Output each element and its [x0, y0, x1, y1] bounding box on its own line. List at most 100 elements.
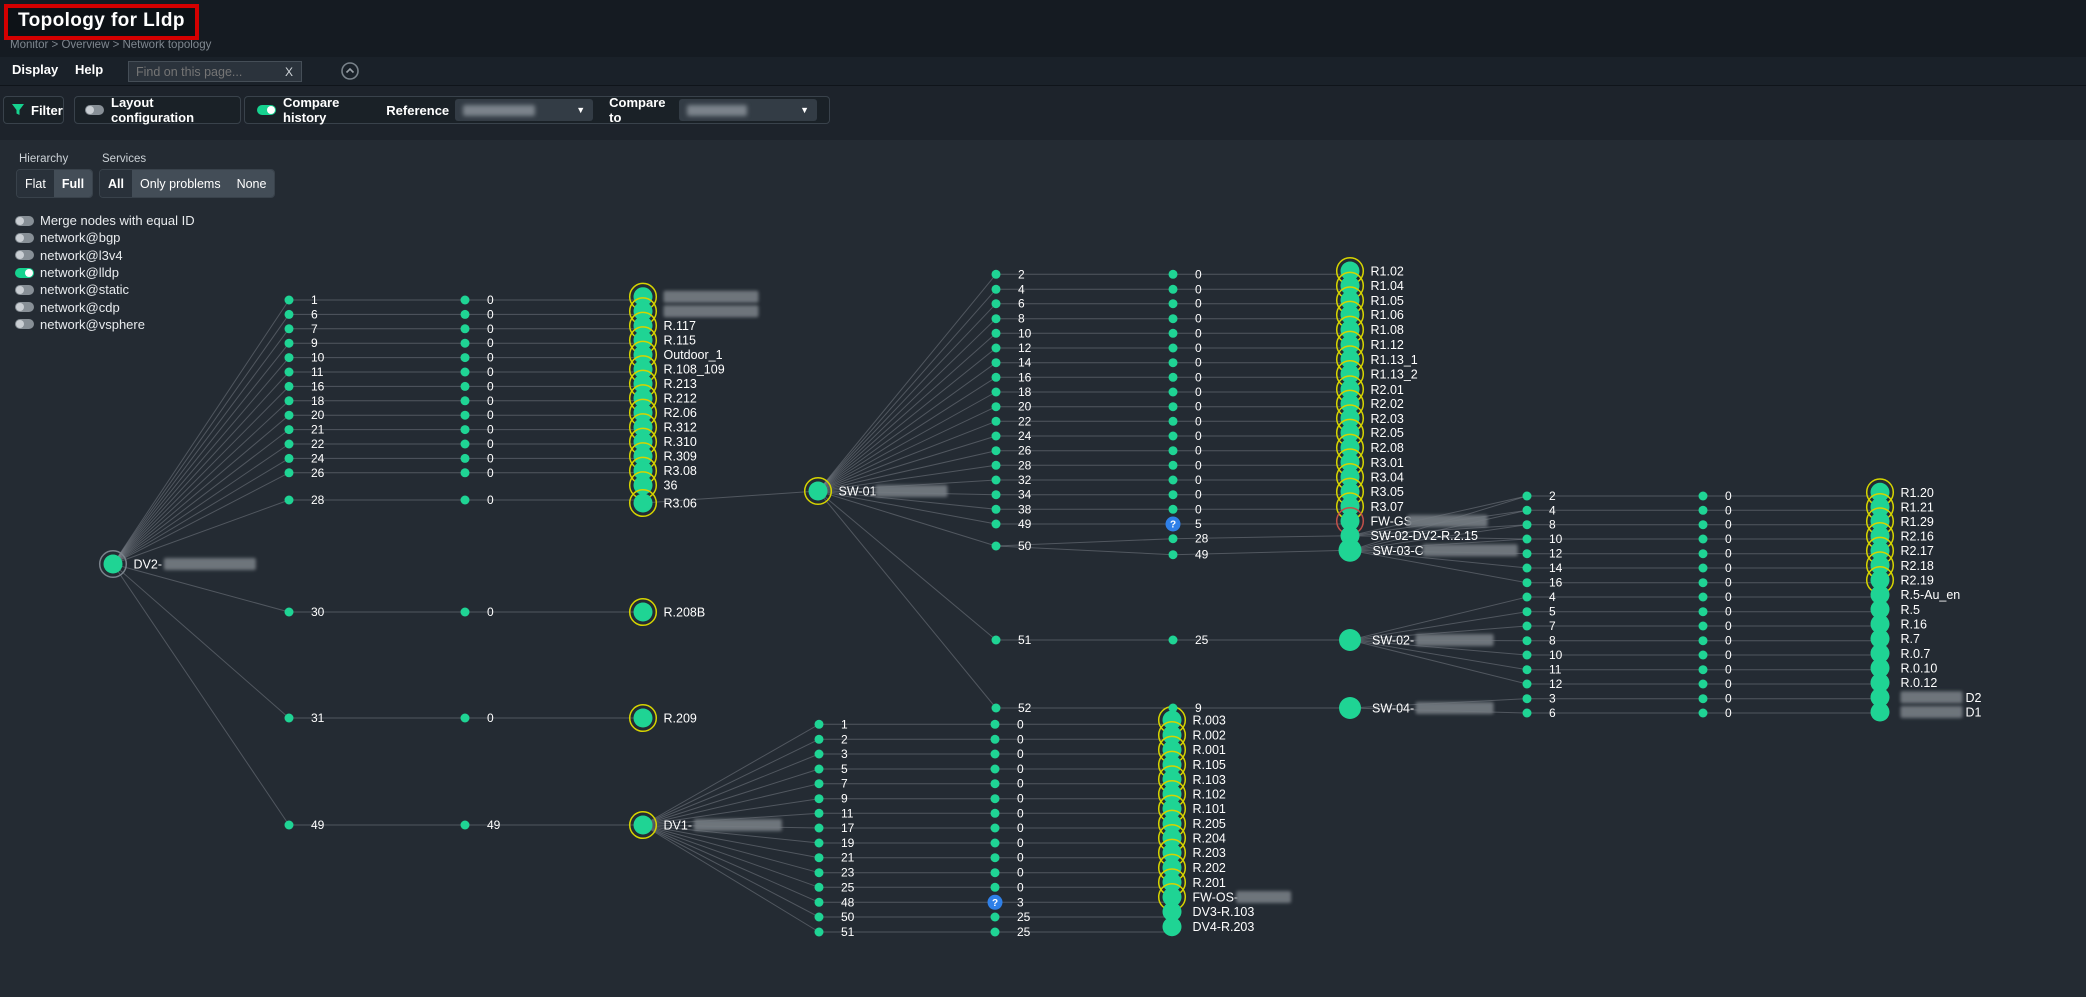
topology-port-node[interactable]	[285, 296, 294, 305]
topology-port-node[interactable]	[1699, 636, 1708, 645]
toggle-off-icon[interactable]	[15, 233, 34, 243]
topology-port-node[interactable]	[991, 779, 1000, 788]
topology-port-node[interactable]	[1523, 535, 1532, 544]
topology-node[interactable]	[1871, 703, 1890, 722]
topology-port-node[interactable]	[992, 636, 1001, 645]
topology-port-node[interactable]	[815, 765, 824, 774]
toggle-row-network-vsphere[interactable]: network@vsphere	[15, 316, 195, 333]
topology-port-node[interactable]	[461, 411, 470, 420]
toggle-off-icon[interactable]	[15, 250, 34, 260]
toggle-row-network-bgp[interactable]: network@bgp	[15, 229, 195, 246]
topology-port-node[interactable]	[285, 411, 294, 420]
toggle-row-network-static[interactable]: network@static	[15, 281, 195, 298]
topology-node[interactable]	[634, 603, 653, 622]
topology-port-node[interactable]	[992, 344, 1001, 353]
topology-port-node[interactable]	[991, 928, 1000, 937]
topology-port-node[interactable]	[1523, 709, 1532, 718]
toggle-off-icon[interactable]	[15, 302, 34, 312]
topology-port-node[interactable]	[1523, 694, 1532, 703]
topology-port-node[interactable]	[1523, 607, 1532, 616]
topology-port-node[interactable]	[992, 461, 1001, 470]
topology-port-node[interactable]	[1169, 461, 1178, 470]
hierarchy-option-flat[interactable]: Flat	[17, 170, 54, 197]
toggle-off-icon[interactable]	[15, 285, 34, 295]
topology-port-node[interactable]	[992, 358, 1001, 367]
topology-port-node[interactable]	[285, 339, 294, 348]
topology-port-node[interactable]	[1523, 680, 1532, 689]
topology-port-node[interactable]	[1523, 578, 1532, 587]
topology-port-node[interactable]	[1523, 651, 1532, 660]
topology-port-node[interactable]	[461, 468, 470, 477]
topology-port-node[interactable]	[815, 735, 824, 744]
topology-port-node[interactable]	[285, 714, 294, 723]
topology-port-node[interactable]	[1169, 329, 1178, 338]
services-option-none[interactable]: None	[229, 170, 275, 197]
topology-port-node[interactable]	[1699, 520, 1708, 529]
topology-port-node[interactable]	[1699, 549, 1708, 558]
topology-node[interactable]	[1339, 629, 1361, 651]
topology-port-node[interactable]	[1699, 492, 1708, 501]
topology-port-node[interactable]	[815, 853, 824, 862]
topology-port-node[interactable]	[1523, 564, 1532, 573]
topology-port-node[interactable]	[285, 425, 294, 434]
topology-port-node[interactable]	[992, 432, 1001, 441]
topology-port-node[interactable]	[461, 714, 470, 723]
topology-port-node[interactable]	[815, 750, 824, 759]
topology-port-node[interactable]	[1169, 550, 1178, 559]
topology-port-node[interactable]	[991, 794, 1000, 803]
topology-port-node[interactable]	[815, 809, 824, 818]
topology-port-node[interactable]	[992, 505, 1001, 514]
topology-port-node[interactable]	[1169, 636, 1178, 645]
topology-port-node[interactable]	[1523, 549, 1532, 558]
topology-port-node[interactable]	[461, 353, 470, 362]
topology-port-node[interactable]	[1169, 704, 1178, 713]
topology-port-node[interactable]	[815, 898, 824, 907]
topology-node[interactable]	[1163, 917, 1182, 936]
topology-port-node[interactable]	[285, 496, 294, 505]
topology-port-node[interactable]	[1699, 680, 1708, 689]
topology-port-node[interactable]	[1169, 490, 1178, 499]
topology-port-node[interactable]	[991, 735, 1000, 744]
layout-configuration-button[interactable]: Layout configuration	[74, 96, 241, 124]
topology-port-node[interactable]	[1523, 492, 1532, 501]
topology-port-node[interactable]	[285, 396, 294, 405]
topology-port-node[interactable]	[815, 928, 824, 937]
topology-port-node[interactable]	[1699, 593, 1708, 602]
toggle-row-network-cdp[interactable]: network@cdp	[15, 298, 195, 315]
topology-port-node[interactable]	[285, 821, 294, 830]
topology-port-node[interactable]	[1699, 506, 1708, 515]
topology-port-node[interactable]	[461, 296, 470, 305]
topology-node[interactable]	[104, 555, 123, 574]
topology-port-node[interactable]	[815, 794, 824, 803]
topology-port-node[interactable]	[461, 396, 470, 405]
topology-port-node[interactable]	[991, 853, 1000, 862]
topology-port-node[interactable]	[461, 382, 470, 391]
topology-port-node[interactable]	[285, 324, 294, 333]
topology-port-node[interactable]	[815, 779, 824, 788]
topology-port-node[interactable]	[285, 454, 294, 463]
topology-port-node[interactable]	[992, 329, 1001, 338]
topology-port-node[interactable]	[285, 382, 294, 391]
topology-node[interactable]	[809, 482, 828, 501]
topology-node[interactable]	[1339, 539, 1362, 562]
topology-node[interactable]	[1339, 697, 1361, 719]
topology-port-node[interactable]	[815, 824, 824, 833]
topology-port-node[interactable]	[991, 750, 1000, 759]
layout-configuration-toggle[interactable]	[85, 105, 104, 115]
topology-canvas[interactable]: R.117R.115Outdoor_1R.108_109R.213R.212R2…	[0, 0, 2086, 997]
topology-port-node[interactable]	[991, 824, 1000, 833]
topology-port-node[interactable]	[992, 270, 1001, 279]
toggle-row-merge-nodes-with-equal-id[interactable]: Merge nodes with equal ID	[15, 212, 195, 229]
topology-port-node[interactable]	[1699, 607, 1708, 616]
topology-port-node[interactable]	[1169, 402, 1178, 411]
topology-port-node[interactable]	[992, 476, 1001, 485]
topology-port-node[interactable]	[461, 440, 470, 449]
topology-port-node[interactable]	[991, 765, 1000, 774]
topology-port-node[interactable]	[992, 388, 1001, 397]
collapse-header-button[interactable]	[340, 61, 360, 81]
topology-port-node[interactable]	[461, 425, 470, 434]
topology-port-node[interactable]	[461, 324, 470, 333]
topology-port-node[interactable]	[1169, 476, 1178, 485]
reference-dropdown[interactable]: ▼	[455, 99, 593, 121]
toggle-off-icon[interactable]	[15, 319, 34, 329]
